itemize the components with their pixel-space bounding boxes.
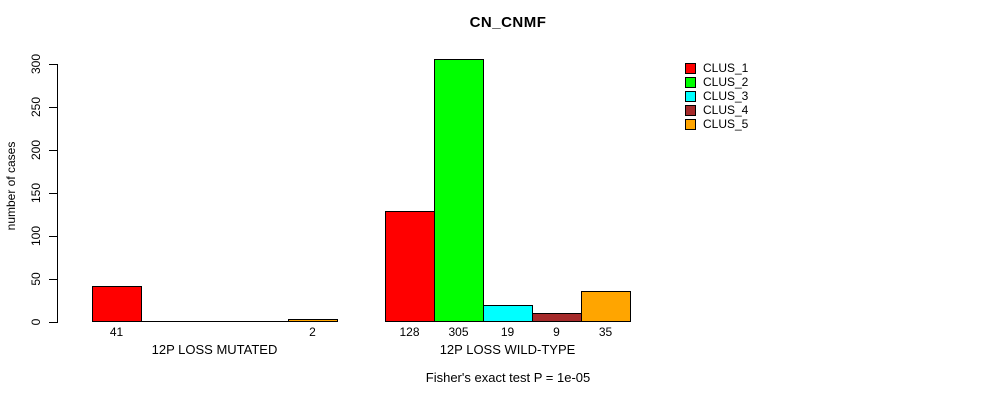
bar-value-label: 41 [109,325,124,339]
bar-value-label: 2 [309,325,316,339]
y-tick-mark [49,279,57,280]
bar-value-label: 35 [598,325,613,339]
y-tick-label: 50 [29,272,43,286]
bar-clus_3 [190,321,240,322]
bar-clus_3 [483,305,533,322]
bar-clus_5 [581,291,631,322]
legend-item-clus_3: CLUS_3 [685,89,748,103]
legend-item-clus_4: CLUS_4 [685,103,748,117]
y-axis-line [57,64,58,323]
y-tick-label: 100 [29,225,43,247]
legend-swatch-icon [685,104,696,116]
y-tick-label: 300 [29,53,43,75]
y-tick-mark [49,64,57,65]
bar-clus_4 [532,313,582,322]
legend-swatch-icon [685,90,696,102]
y-tick-label: 150 [29,182,43,204]
bar-clus_2 [141,321,191,322]
y-tick-mark [49,107,57,108]
group-label: 12P LOSS WILD-TYPE [439,342,576,357]
y-tick-mark [49,322,57,323]
y-tick-mark [49,150,57,151]
y-tick-mark [49,193,57,194]
legend-item-clus_2: CLUS_2 [685,75,748,89]
legend-item-clus_1: CLUS_1 [685,61,748,75]
bar-clus_1 [92,286,142,322]
legend-swatch-icon [685,76,696,88]
caption: Fisher's exact test P = 1e-05 [425,370,591,385]
legend-label: CLUS_5 [703,117,749,131]
bar-value-label: 9 [553,325,560,339]
y-tick-label: 250 [29,96,43,118]
legend-label: CLUS_3 [703,89,749,103]
bar-value-label: 19 [500,325,515,339]
y-axis-label: number of cases [4,141,18,231]
legend-label: CLUS_2 [703,75,749,89]
bar-value-label: 305 [448,325,469,339]
bar-clus_1 [385,211,435,322]
legend-item-clus_5: CLUS_5 [685,117,748,131]
legend: CLUS_1 CLUS_2 CLUS_3 CLUS_4 CLUS_5 [685,61,748,131]
chart-title: CN_CNMF [469,14,547,31]
group-label: 12P LOSS MUTATED [151,342,278,357]
legend-swatch-icon [685,118,696,130]
y-tick-mark [49,236,57,237]
bar-value-label: 128 [399,325,420,339]
bar-clus_5 [288,319,338,322]
y-tick-label: 0 [29,318,43,326]
bar-clus_4 [239,321,289,322]
bar-clus_2 [434,59,484,322]
legend-label: CLUS_1 [703,61,749,75]
legend-swatch-icon [685,62,696,74]
legend-label: CLUS_4 [703,103,749,117]
y-tick-label: 200 [29,139,43,161]
